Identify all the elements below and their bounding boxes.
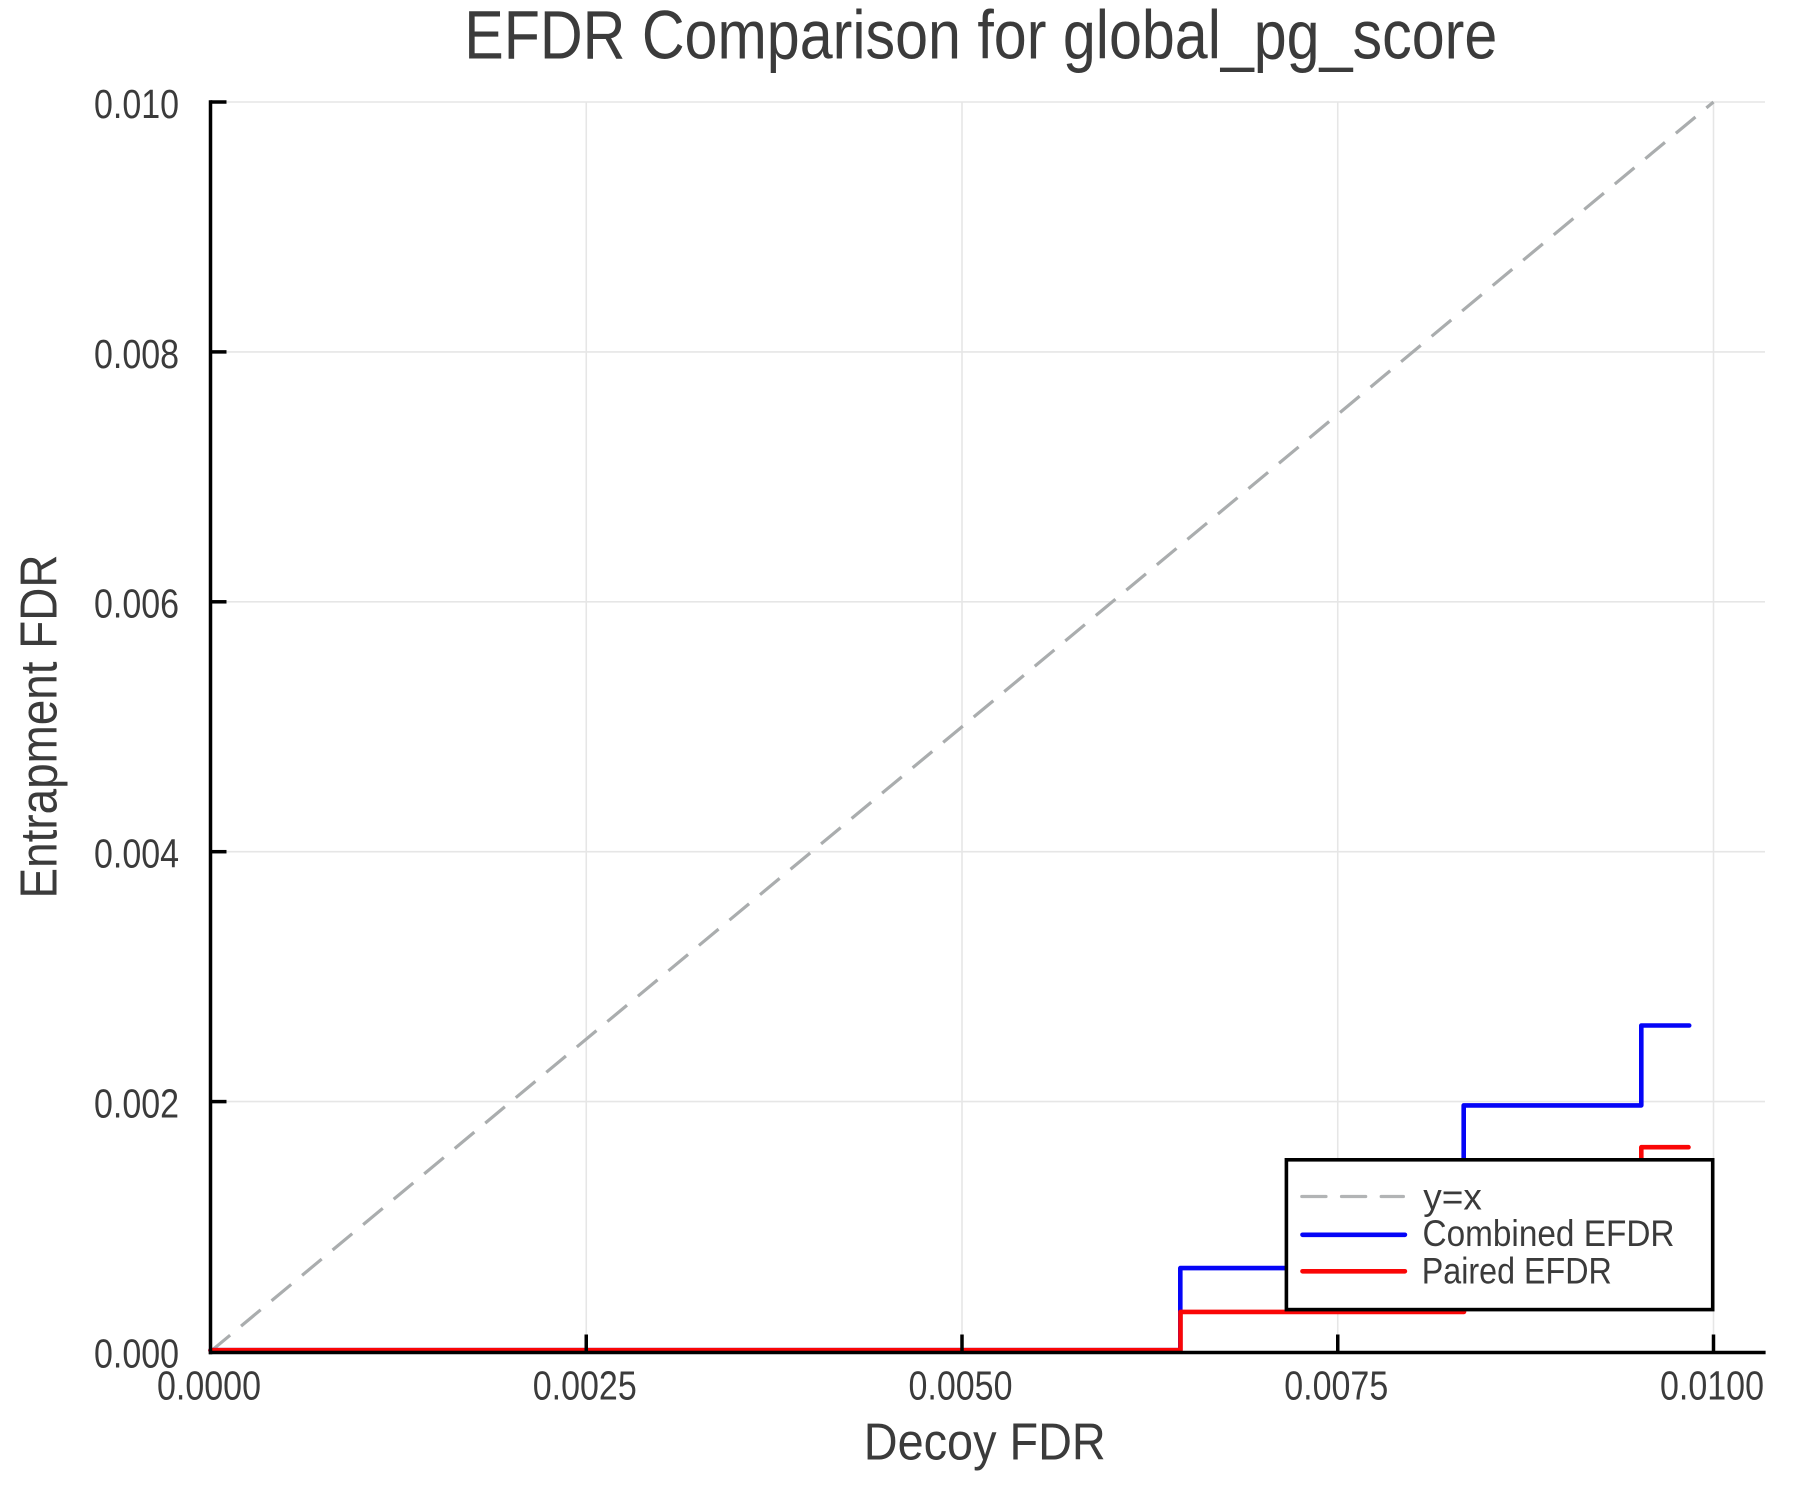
svg-text:0.0075: 0.0075 bbox=[1284, 1362, 1388, 1408]
svg-text:0.010: 0.010 bbox=[94, 81, 179, 127]
svg-text:0.006: 0.006 bbox=[94, 581, 179, 627]
svg-text:0.002: 0.002 bbox=[94, 1081, 179, 1127]
svg-text:Entrapment FDR: Entrapment FDR bbox=[10, 555, 68, 899]
svg-text:0.000: 0.000 bbox=[94, 1330, 179, 1376]
svg-text:Decoy FDR: Decoy FDR bbox=[864, 1414, 1106, 1472]
svg-text:0.0100: 0.0100 bbox=[1660, 1362, 1764, 1408]
svg-text:0.004: 0.004 bbox=[94, 831, 179, 877]
svg-text:Paired EFDR: Paired EFDR bbox=[1422, 1250, 1612, 1291]
svg-text:0.0050: 0.0050 bbox=[909, 1362, 1013, 1408]
svg-text:y=x: y=x bbox=[1423, 1176, 1482, 1217]
svg-text:Combined EFDR: Combined EFDR bbox=[1423, 1213, 1675, 1254]
svg-text:0.008: 0.008 bbox=[94, 331, 179, 377]
svg-text:0.0000: 0.0000 bbox=[157, 1362, 261, 1408]
svg-text:0.0025: 0.0025 bbox=[533, 1362, 637, 1408]
svg-text:EFDR Comparison for global_pg_: EFDR Comparison for global_pg_score bbox=[464, 0, 1497, 73]
